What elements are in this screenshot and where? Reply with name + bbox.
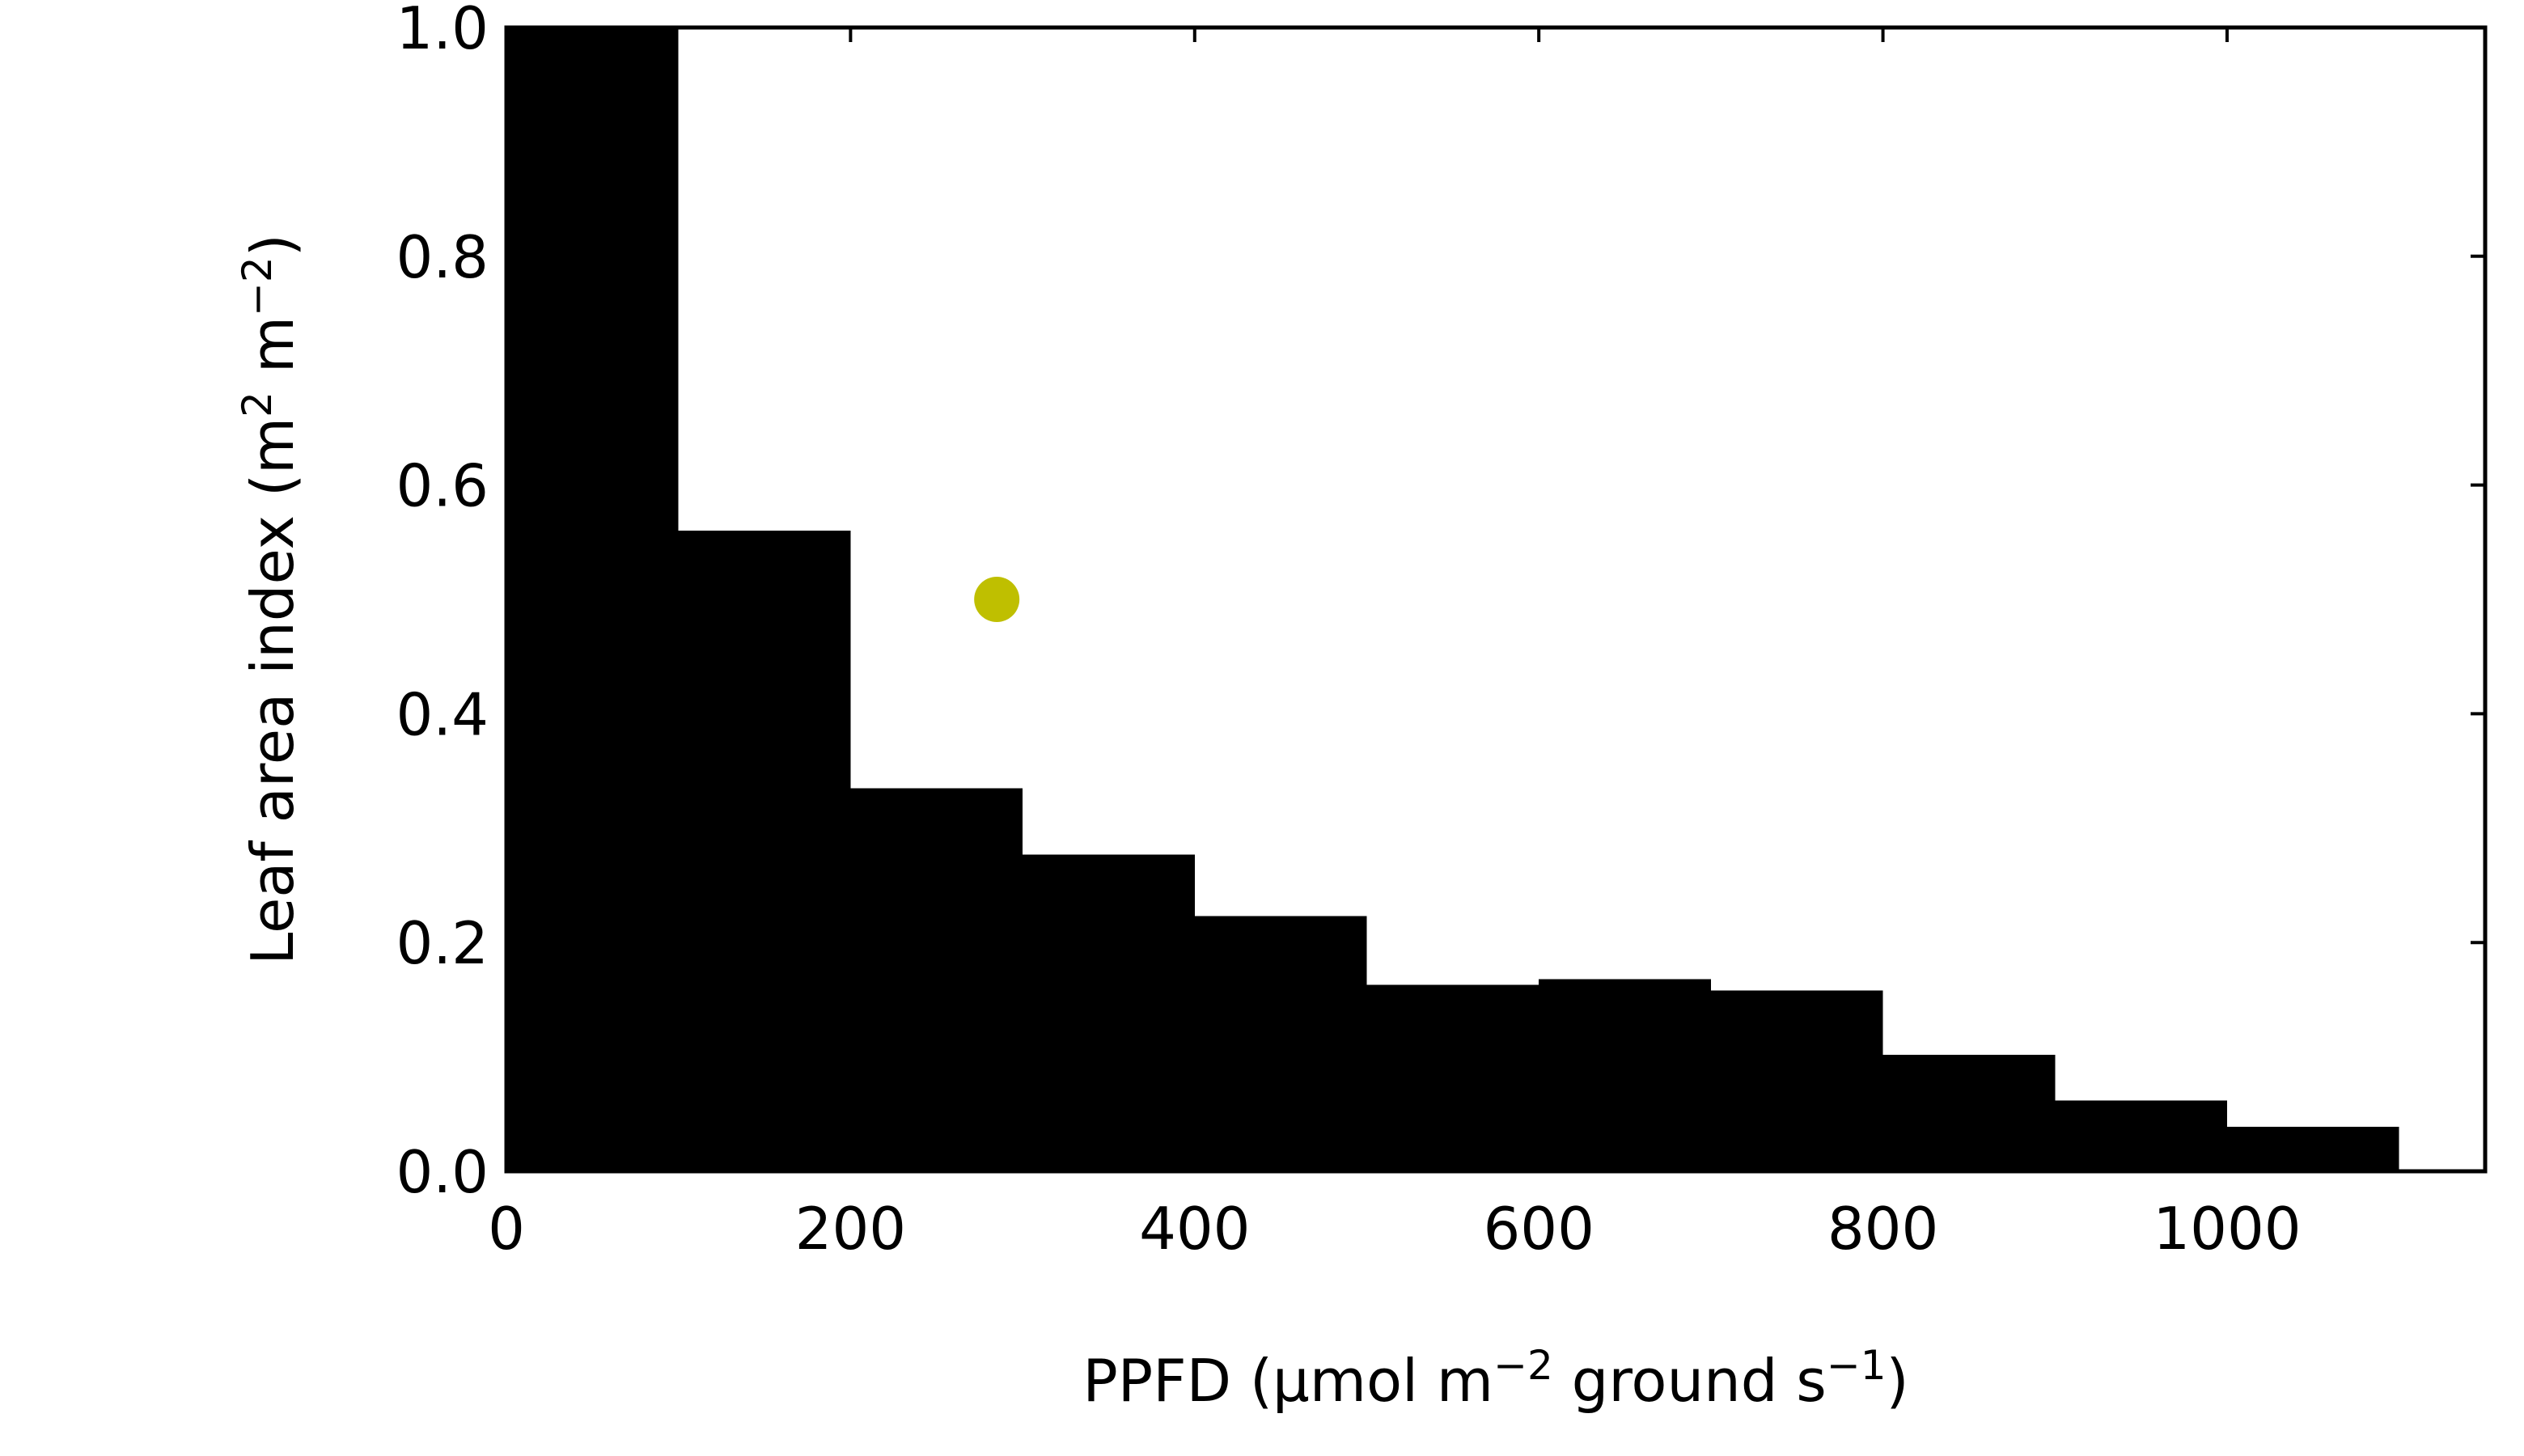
plot-frame xyxy=(504,25,2488,1174)
x-tick-label: 600 xyxy=(1483,1195,1594,1263)
histogram-bars xyxy=(506,28,2399,1171)
y-tick-label: 0.2 xyxy=(396,909,489,977)
x-tick-label: 400 xyxy=(1139,1195,1250,1263)
y-tick-label: 0.8 xyxy=(396,223,489,291)
histogram-bar-1 xyxy=(678,531,851,1171)
y-axis-ticks: 0.0 0.2 0.4 0.6 0.8 1.0 xyxy=(396,0,2485,1206)
histogram-bar-9 xyxy=(2055,1100,2227,1171)
x-tick-label: 1000 xyxy=(2153,1195,2301,1263)
histogram-bar-10 xyxy=(2226,1126,2399,1171)
x-tick-label: 200 xyxy=(795,1195,906,1263)
x-axis-ticks: 0 200 400 600 800 1000 xyxy=(488,28,2302,1263)
x-tick-label: 0 xyxy=(488,1195,525,1263)
y-tick-label: 0.4 xyxy=(396,680,489,748)
x-axis-label: PPFD (µmol m−2 ground s−1) xyxy=(1082,1342,1908,1416)
histogram-bar-0 xyxy=(506,28,679,1171)
y-tick-label: 0.6 xyxy=(396,452,489,520)
histogram-bar-3 xyxy=(1023,854,1195,1171)
histogram-bar-8 xyxy=(1882,1054,2056,1171)
histogram-bar-5 xyxy=(1366,984,1539,1171)
marker-layer xyxy=(974,577,1020,622)
histogram-bar-4 xyxy=(1194,916,1367,1171)
histogram-bar-6 xyxy=(1539,979,1711,1171)
y-axis-label: Leaf area index (m2 m−2) xyxy=(234,234,307,965)
y-tick-label: 0.0 xyxy=(396,1138,489,1206)
highlight-point xyxy=(974,577,1020,622)
histogram-bar-7 xyxy=(1710,990,1883,1171)
histogram-bar-2 xyxy=(850,788,1023,1171)
x-tick-label: 800 xyxy=(1827,1195,1938,1263)
y-tick-label: 1.0 xyxy=(396,0,489,62)
